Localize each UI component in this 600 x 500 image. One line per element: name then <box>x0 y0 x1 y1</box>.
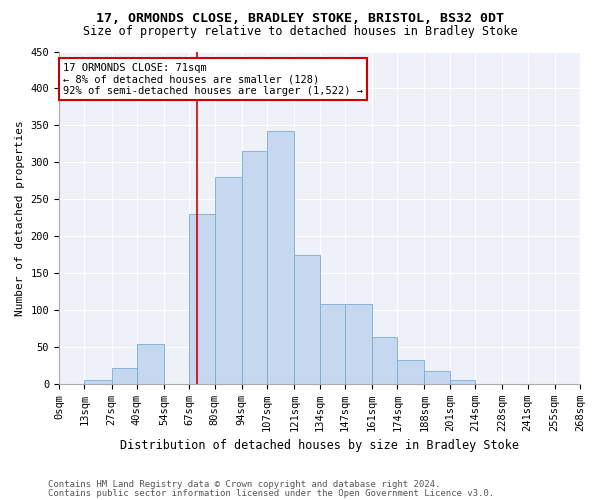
Bar <box>137 344 164 384</box>
Bar <box>320 304 345 384</box>
Text: Size of property relative to detached houses in Bradley Stoke: Size of property relative to detached ho… <box>83 25 517 38</box>
Bar <box>372 338 397 384</box>
Bar <box>215 177 242 384</box>
Text: Contains public sector information licensed under the Open Government Licence v3: Contains public sector information licen… <box>48 488 494 498</box>
Bar <box>345 304 372 384</box>
Bar <box>424 370 450 384</box>
Bar <box>267 132 294 384</box>
Bar <box>112 368 137 384</box>
Bar <box>84 380 112 384</box>
Text: Contains HM Land Registry data © Crown copyright and database right 2024.: Contains HM Land Registry data © Crown c… <box>48 480 440 489</box>
Bar <box>189 214 215 384</box>
Text: 17 ORMONDS CLOSE: 71sqm
← 8% of detached houses are smaller (128)
92% of semi-de: 17 ORMONDS CLOSE: 71sqm ← 8% of detached… <box>63 62 363 96</box>
Y-axis label: Number of detached properties: Number of detached properties <box>15 120 25 316</box>
Bar <box>294 254 320 384</box>
Text: 17, ORMONDS CLOSE, BRADLEY STOKE, BRISTOL, BS32 0DT: 17, ORMONDS CLOSE, BRADLEY STOKE, BRISTO… <box>96 12 504 26</box>
Bar <box>397 360 424 384</box>
Bar <box>450 380 475 384</box>
Bar <box>242 151 267 384</box>
X-axis label: Distribution of detached houses by size in Bradley Stoke: Distribution of detached houses by size … <box>120 440 519 452</box>
